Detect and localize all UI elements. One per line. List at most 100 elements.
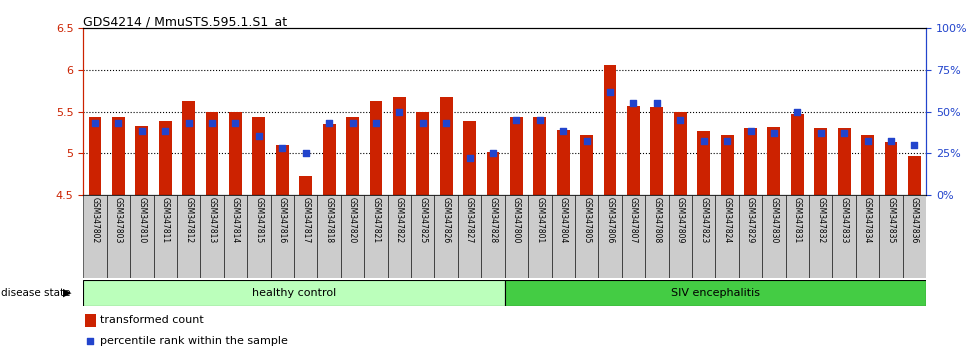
Bar xyxy=(481,195,505,278)
Bar xyxy=(809,195,832,278)
Text: GSM347836: GSM347836 xyxy=(909,197,919,244)
Bar xyxy=(275,145,289,195)
Point xyxy=(368,120,384,126)
Text: GSM347804: GSM347804 xyxy=(559,197,567,244)
Bar xyxy=(83,280,505,306)
Bar xyxy=(365,195,388,278)
Bar xyxy=(885,142,898,195)
Point xyxy=(345,120,361,126)
Point xyxy=(204,120,220,126)
Bar xyxy=(83,195,107,278)
Bar xyxy=(88,116,102,195)
Bar xyxy=(528,195,552,278)
Text: GSM347810: GSM347810 xyxy=(137,197,146,244)
Text: GSM347834: GSM347834 xyxy=(863,197,872,244)
Bar xyxy=(791,114,804,195)
Bar xyxy=(651,107,663,195)
Bar xyxy=(206,112,219,195)
Bar xyxy=(762,195,786,278)
Point xyxy=(579,139,595,144)
Bar xyxy=(903,195,926,278)
Point xyxy=(812,130,828,136)
Bar xyxy=(739,195,762,278)
Point xyxy=(158,129,173,134)
Bar xyxy=(177,195,200,278)
Bar xyxy=(715,195,739,278)
Point xyxy=(649,101,664,106)
Text: GSM347801: GSM347801 xyxy=(535,197,544,244)
Text: GSM347831: GSM347831 xyxy=(793,197,802,244)
Bar xyxy=(767,127,780,195)
Point xyxy=(696,139,711,144)
Point xyxy=(391,109,407,114)
Point xyxy=(766,130,782,136)
Bar xyxy=(604,65,616,195)
Point xyxy=(438,120,454,126)
Point xyxy=(134,129,150,134)
Bar xyxy=(434,195,458,278)
Text: GSM347826: GSM347826 xyxy=(442,197,451,244)
Text: GSM347820: GSM347820 xyxy=(348,197,357,244)
Bar xyxy=(720,135,734,195)
Point xyxy=(719,139,735,144)
Bar xyxy=(907,156,921,195)
Point xyxy=(82,338,98,344)
Point xyxy=(509,117,524,122)
Text: GSM347830: GSM347830 xyxy=(769,197,778,244)
Point xyxy=(906,142,922,148)
Point xyxy=(485,150,501,156)
Bar xyxy=(154,195,177,278)
Text: GSM347822: GSM347822 xyxy=(395,197,404,243)
Text: GSM347814: GSM347814 xyxy=(231,197,240,244)
Bar xyxy=(744,128,757,195)
Text: GSM347805: GSM347805 xyxy=(582,197,591,244)
Bar xyxy=(832,195,856,278)
Bar xyxy=(223,195,247,278)
Point xyxy=(532,117,548,122)
Bar xyxy=(229,112,242,195)
Text: GSM347824: GSM347824 xyxy=(722,197,732,244)
Bar xyxy=(668,195,692,278)
Point xyxy=(251,134,267,139)
Bar xyxy=(505,280,926,306)
Text: GSM347835: GSM347835 xyxy=(887,197,896,244)
Bar xyxy=(697,131,710,195)
Bar xyxy=(182,101,195,195)
Text: GSM347833: GSM347833 xyxy=(840,197,849,244)
Text: GSM347816: GSM347816 xyxy=(277,197,287,244)
Bar xyxy=(580,135,593,195)
Bar xyxy=(533,116,546,195)
Bar xyxy=(838,128,851,195)
Text: GSM347813: GSM347813 xyxy=(208,197,217,244)
Bar xyxy=(135,126,148,195)
Point xyxy=(274,145,290,151)
Text: GSM347800: GSM347800 xyxy=(512,197,521,244)
Point xyxy=(462,155,477,161)
Bar xyxy=(645,195,668,278)
Bar xyxy=(247,195,270,278)
Bar xyxy=(458,195,481,278)
Text: GSM347829: GSM347829 xyxy=(746,197,755,244)
Bar xyxy=(505,195,528,278)
Bar xyxy=(411,195,434,278)
Text: GSM347809: GSM347809 xyxy=(676,197,685,244)
Bar xyxy=(85,314,96,327)
Point xyxy=(672,117,688,122)
Bar xyxy=(388,195,411,278)
Bar xyxy=(346,117,359,195)
Text: percentile rank within the sample: percentile rank within the sample xyxy=(100,336,288,346)
Text: GSM347811: GSM347811 xyxy=(161,197,170,243)
Bar xyxy=(369,101,382,195)
Bar xyxy=(299,176,313,195)
Bar xyxy=(861,135,874,195)
Text: GSM347806: GSM347806 xyxy=(606,197,614,244)
Text: GSM347803: GSM347803 xyxy=(114,197,122,244)
Bar xyxy=(814,128,827,195)
Bar xyxy=(557,130,569,195)
Bar xyxy=(322,124,335,195)
Bar xyxy=(200,195,223,278)
Bar xyxy=(440,97,453,195)
Text: GSM347807: GSM347807 xyxy=(629,197,638,244)
Text: GSM347821: GSM347821 xyxy=(371,197,380,243)
Point xyxy=(415,120,430,126)
